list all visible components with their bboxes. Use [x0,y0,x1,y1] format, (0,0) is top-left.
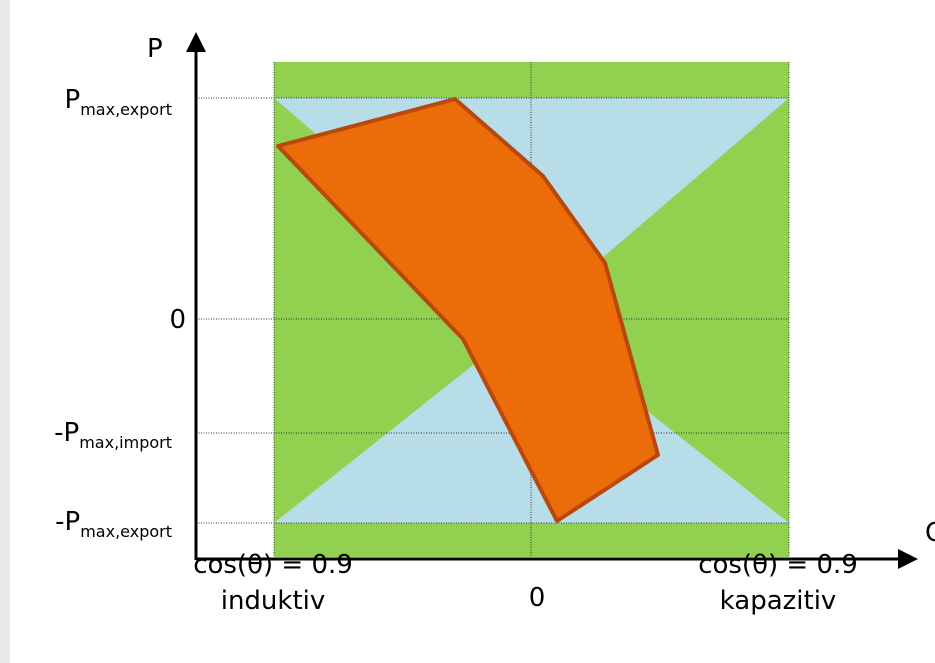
q-axis-arrow-icon [898,549,918,569]
q-axis-label: Q [925,518,935,548]
y-tick-label-pmax-export: Pmax,export [65,85,172,119]
y-tick-label-neg-pmax-import: -Pmax,import [54,418,172,452]
p-axis-label: P [147,34,163,64]
left-margin-strip [0,0,10,663]
x-center-label: 0 [529,583,546,613]
y-tick-label-zero: 0 [169,305,186,335]
y-tick-label-neg-pmax-export: -Pmax,export [55,507,172,541]
orange-operating-polygon [276,97,660,523]
x-left-label-line1: cos(θ) = 0.9 [193,550,353,580]
p-axis-arrow-icon [186,32,206,52]
x-left-label-line2: induktiv [221,586,326,616]
x-right-label-line2: kapazitiv [720,586,837,616]
x-right-label-line1: cos(θ) = 0.9 [698,550,858,580]
